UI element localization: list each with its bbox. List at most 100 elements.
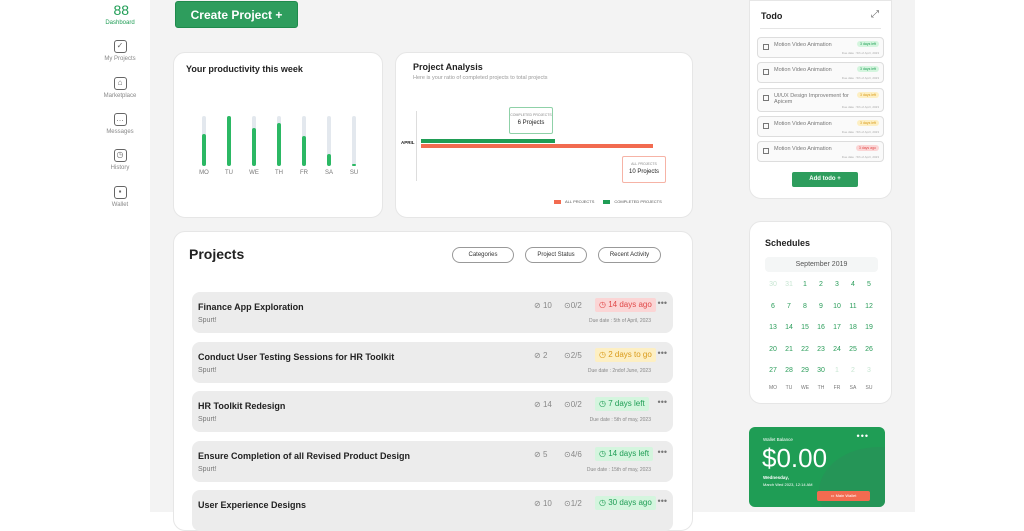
project-row[interactable]: Finance App Exploration Spurt! ⊘ 10 ⊙0/2…: [192, 292, 673, 333]
calendar-day[interactable]: 2: [851, 367, 855, 374]
expand-icon[interactable]: ⤢: [871, 9, 879, 20]
store-icon: ⌂: [113, 77, 127, 90]
calendar-day[interactable]: 15: [801, 324, 809, 331]
project-row[interactable]: HR Toolkit Redesign Spurt! ⊘ 14 ⊙0/2 ◷ 7…: [192, 391, 673, 432]
tooltip-label: COMPLETED PROJECTS: [510, 113, 552, 117]
todo-due: Due date : 5th of April, 2023: [841, 130, 879, 134]
bar-fill-fr: [302, 136, 306, 166]
calendar-day[interactable]: 19: [865, 324, 873, 331]
more-menu-icon[interactable]: •••: [657, 397, 667, 407]
month-header[interactable]: September 2019: [765, 257, 878, 272]
calendar-day[interactable]: 30: [817, 367, 825, 374]
project-row[interactable]: Conduct User Testing Sessions for HR Too…: [192, 341, 673, 383]
wallet-menu-icon[interactable]: •••: [856, 431, 869, 441]
calendar-day[interactable]: 11: [849, 302, 857, 310]
attachments: ⊘ 10: [534, 499, 552, 508]
calendar-day[interactable]: 7: [787, 302, 791, 310]
calendar-day[interactable]: 17: [833, 324, 841, 331]
task-count: 1/2: [570, 499, 582, 508]
badge-text: 2 days to go: [608, 349, 652, 359]
calendar-day[interactable]: 3: [867, 367, 871, 374]
calendar-day[interactable]: 29: [801, 367, 809, 374]
tooltip-label: ALL PROJECTS: [631, 162, 657, 166]
clock-icon: ◷: [599, 399, 609, 408]
calendar-day[interactable]: 1: [803, 281, 807, 288]
bar-track-fr: [302, 116, 306, 166]
more-menu-icon[interactable]: •••: [657, 298, 667, 308]
bar-track-sa: [327, 116, 331, 166]
calendar-day[interactable]: 21: [785, 345, 793, 353]
due-date: Due date : 2ndof June, 2023: [587, 367, 651, 374]
project-row[interactable]: Ensure Completion of all Revised Product…: [192, 440, 673, 482]
todo-text: Motion Video Animation: [774, 121, 832, 127]
calendar-day[interactable]: 6: [771, 302, 775, 310]
todo-checkbox[interactable]: [763, 44, 769, 50]
calendar-day[interactable]: 24: [833, 345, 841, 353]
calendar-day[interactable]: 12: [865, 302, 873, 310]
attachment-count: 10: [542, 301, 552, 310]
check-circle-icon: ⊙: [564, 400, 571, 409]
calendar-day[interactable]: 8: [803, 302, 807, 310]
bar-track-su: [352, 116, 356, 166]
filter-recent-activity[interactable]: Recent Activity: [598, 247, 661, 263]
todo-item[interactable]: Motion Video Animation 3 days left Due d…: [757, 116, 884, 137]
calendar-day[interactable]: 9: [819, 302, 823, 310]
calendar-day[interactable]: 3: [835, 281, 839, 288]
bar-fill-sa: [327, 153, 331, 166]
sidebar-item-my-projects[interactable]: ✓ My Projects: [90, 40, 150, 62]
create-project-button[interactable]: Create Project +: [175, 1, 298, 28]
calendar-day[interactable]: 25: [849, 345, 857, 353]
project-row[interactable]: User Experience Designs ⊘ 10 ⊙1/2 ◷ 30 d…: [192, 490, 673, 531]
calendar-day[interactable]: 13: [769, 324, 777, 331]
add-todo-button[interactable]: Add todo +: [792, 172, 858, 187]
calendar-day[interactable]: 31: [785, 281, 793, 288]
calendar-day[interactable]: 1: [835, 367, 839, 374]
calendar-day[interactable]: 14: [785, 324, 793, 331]
badge-text: 30 days ago: [608, 498, 652, 507]
sidebar-item-label: Wallet: [111, 202, 129, 208]
calendar-day[interactable]: 22: [801, 345, 809, 353]
todo-checkbox[interactable]: [763, 69, 769, 75]
todo-item[interactable]: UI/UX Design Improvement for Apicem 3 da…: [757, 88, 884, 112]
sidebar-item-dashboard[interactable]: 88 Dashboard: [90, 3, 150, 26]
check-circle-icon: ⊙: [564, 350, 571, 360]
todo-item[interactable]: Motion Video Animation 3 days ago Due da…: [757, 141, 884, 162]
sidebar-item-history[interactable]: ◷ History: [90, 149, 150, 171]
calendar-day[interactable]: 16: [817, 324, 825, 331]
todo-checkbox[interactable]: [763, 95, 769, 101]
todo-item[interactable]: Motion Video Animation 3 days left Due d…: [757, 37, 884, 58]
task-count: 0/2: [570, 301, 582, 310]
more-menu-icon[interactable]: •••: [657, 446, 667, 457]
calendar-day[interactable]: 4: [851, 281, 855, 288]
calendar-day[interactable]: 23: [817, 345, 825, 353]
more-menu-icon[interactable]: •••: [657, 496, 667, 506]
todo-badge: 3 days left: [857, 92, 879, 98]
calendar-day[interactable]: 5: [867, 281, 871, 288]
sidebar-item-marketplace[interactable]: ⌂ Marketplace: [90, 77, 150, 99]
more-menu-icon[interactable]: •••: [657, 347, 667, 358]
calendar-day[interactable]: 18: [849, 324, 857, 331]
clock-icon: ◷: [599, 498, 609, 507]
calendar-day[interactable]: 10: [833, 302, 841, 310]
todo-checkbox[interactable]: [763, 148, 769, 154]
sidebar-item-wallet[interactable]: ▪ Wallet: [90, 186, 150, 208]
paperclip-icon: ⊘: [534, 350, 541, 360]
main-wallet-button[interactable]: ▭ Main Wallet: [817, 491, 870, 501]
todo-item[interactable]: Motion Video Animation 3 days left Due d…: [757, 62, 884, 83]
productivity-card: Your productivity this week: [173, 52, 383, 218]
calendar-day[interactable]: 30: [769, 281, 777, 288]
analysis-subtitle: Here is your ratio of completed projects…: [413, 75, 548, 81]
bar-fill-tu: [227, 116, 231, 166]
todo-checkbox[interactable]: [763, 123, 769, 129]
calendar-day[interactable]: 2: [819, 281, 823, 288]
calendar-day[interactable]: 28: [785, 367, 793, 374]
calendar-day[interactable]: 20: [769, 345, 777, 353]
completed-bar: [421, 139, 555, 143]
filter-project-status[interactable]: Project Status: [525, 247, 587, 263]
filter-categories[interactable]: Categories: [452, 247, 514, 263]
bar-track-tu: [227, 116, 231, 166]
calendar-day[interactable]: 27: [769, 367, 777, 374]
calendar-day[interactable]: 26: [865, 345, 873, 353]
todo-badge: 3 days left: [857, 66, 879, 72]
sidebar-item-messages[interactable]: … Messages: [90, 113, 150, 135]
